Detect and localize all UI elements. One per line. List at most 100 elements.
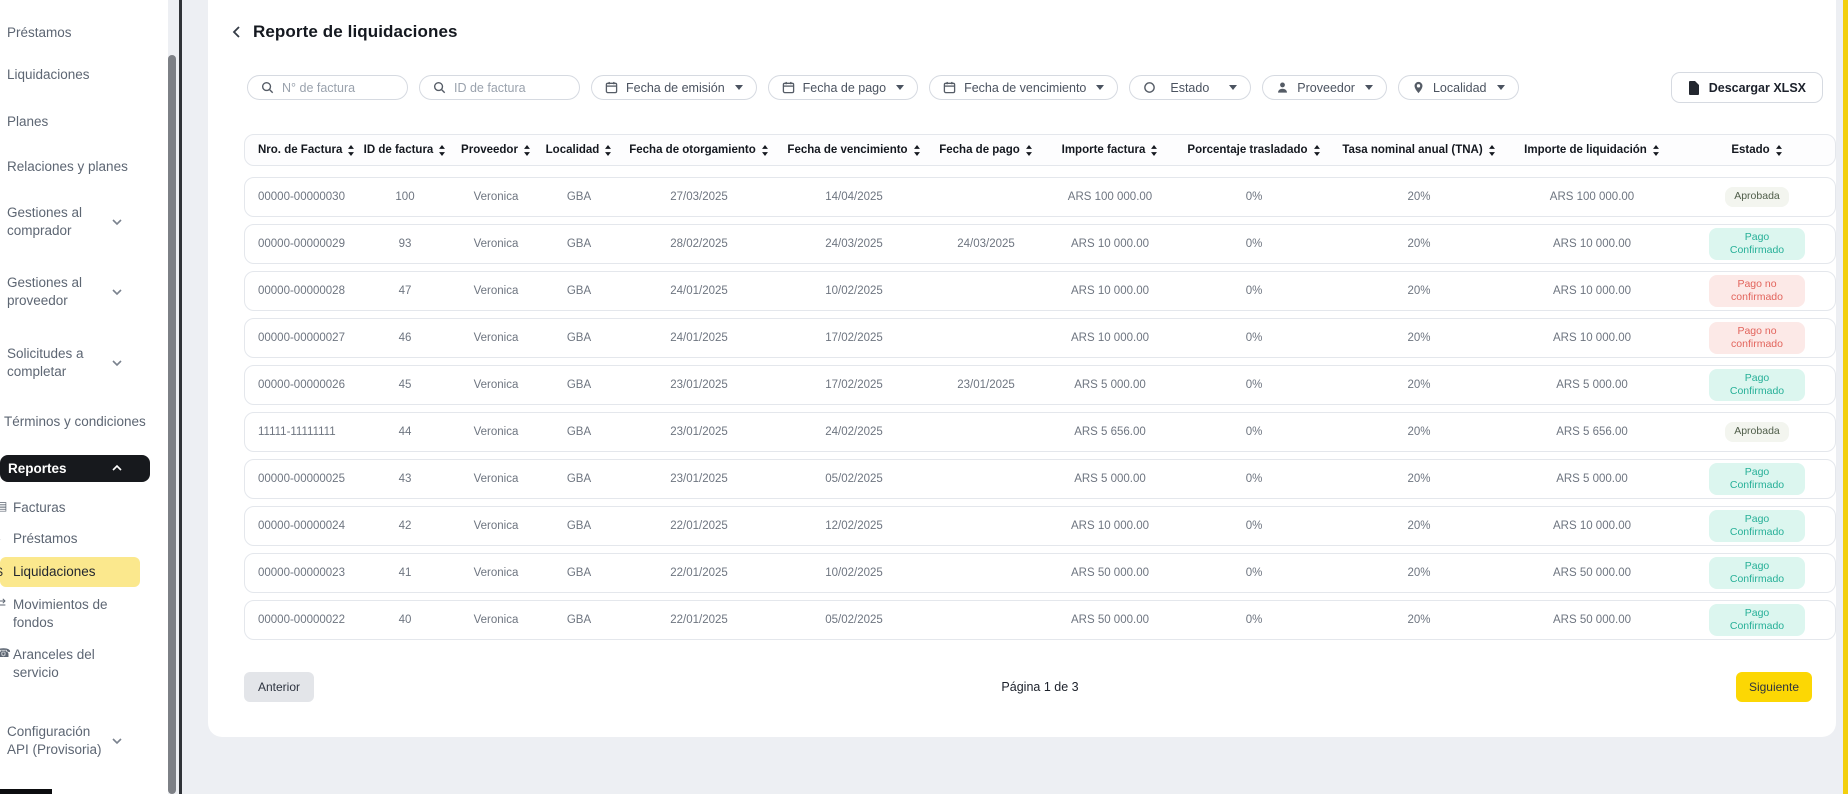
sidebar-item-liquidaciones-active[interactable]: $ Liquidaciones xyxy=(0,557,140,587)
pagination: Anterior Página 1 de 3 Siguiente xyxy=(244,672,1836,704)
cell-proveedor: Veronica xyxy=(473,332,519,344)
due-date-filter[interactable]: Fecha de vencimiento xyxy=(929,75,1119,100)
column-header-nro[interactable]: Nro. de Factura xyxy=(245,144,357,156)
status-filter[interactable]: Estado xyxy=(1129,75,1252,100)
emission-date-filter[interactable]: Fecha de emisión xyxy=(591,75,757,100)
invoice-number-input[interactable] xyxy=(282,80,394,95)
table-row[interactable]: 00000-00000026 45 Veronica GBA 23/01/202… xyxy=(244,365,1836,405)
invoice-number-search[interactable] xyxy=(247,75,408,100)
cell-fecha-vencimiento: 10/02/2025 xyxy=(825,285,883,297)
table-row[interactable]: 11111-11111111 44 Veronica GBA 23/01/202… xyxy=(244,412,1836,452)
chevron-down-icon xyxy=(110,734,124,748)
column-header-localidad[interactable]: Localidad xyxy=(539,144,619,156)
sidebar-item-gestiones-al-proveedor[interactable]: Gestiones al proveedor xyxy=(0,274,168,310)
table-row[interactable]: 00000-00000027 46 Veronica GBA 24/01/202… xyxy=(244,318,1836,358)
sidebar-item-relaciones-y-planes[interactable]: Relaciones y planes xyxy=(0,158,168,176)
column-header-importe-liquidacion[interactable]: Importe de liquidación xyxy=(1507,144,1677,156)
column-header-importe-factura[interactable]: Importe factura xyxy=(1043,144,1177,156)
sidebar-item-gestiones-al-comprador[interactable]: Gestiones al comprador xyxy=(0,204,168,240)
sidebar-item-label: Gestiones al proveedor xyxy=(7,275,83,308)
status-badge: Pago Confirmado xyxy=(1709,603,1805,637)
table-row[interactable]: 00000-00000028 47 Veronica GBA 24/01/202… xyxy=(244,271,1836,311)
sidebar-item-planes[interactable]: Planes xyxy=(0,113,168,131)
column-header-fecha-otorgamiento[interactable]: Fecha de otorgamiento xyxy=(619,144,779,156)
table-row[interactable]: 00000-00000022 40 Veronica GBA 22/01/202… xyxy=(244,600,1836,640)
cell-id: 40 xyxy=(398,614,412,626)
cell-localidad: GBA xyxy=(566,285,592,297)
column-header-fecha-pago[interactable]: Fecha de pago xyxy=(929,144,1043,156)
locality-filter[interactable]: Localidad xyxy=(1397,75,1519,100)
table-row[interactable]: 00000-00000023 41 Veronica GBA 22/01/202… xyxy=(244,553,1836,593)
sidebar-item-facturas[interactable]: ▤ Facturas xyxy=(0,499,168,517)
sidebar-item-movimientos-de-fondos[interactable]: ⇄ Movimientos de fondos xyxy=(0,596,168,632)
cell-localidad: GBA xyxy=(566,473,592,485)
sidebar-item-liquidaciones[interactable]: Liquidaciones xyxy=(0,66,168,84)
filter-label: Fecha de pago xyxy=(802,80,887,95)
sidebar-scrollbar[interactable] xyxy=(168,55,176,794)
chevron-down-icon xyxy=(110,285,124,299)
status-badge: Pago Confirmado xyxy=(1709,227,1805,261)
column-header-tna[interactable]: Tasa nominal anual (TNA) xyxy=(1331,144,1507,156)
sidebar-item-configuracion-api[interactable]: Configuración API (Provisoria) xyxy=(0,723,168,759)
cell-id: 93 xyxy=(398,238,412,250)
cell-porcentaje: 0% xyxy=(1245,332,1263,344)
map-pin-icon xyxy=(1412,81,1425,94)
cell-estado: Aprobada xyxy=(1677,422,1837,442)
column-header-fecha-vencimiento[interactable]: Fecha de vencimiento xyxy=(779,144,929,156)
back-chevron-icon[interactable] xyxy=(230,25,244,39)
cell-nro: 00000-00000025 xyxy=(258,473,345,485)
download-xlsx-button[interactable]: Descargar XLSX xyxy=(1670,72,1823,103)
right-edge-accent xyxy=(1843,0,1848,794)
sidebar-item-label: Liquidaciones xyxy=(7,67,90,82)
cell-fecha-otorgamiento: 22/01/2025 xyxy=(670,520,728,532)
cell-importe-factura: ARS 5 000.00 xyxy=(1074,473,1146,485)
cell-tna: 20% xyxy=(1407,379,1431,391)
cell-proveedor: Veronica xyxy=(473,614,519,626)
column-header-id[interactable]: ID de factura xyxy=(357,144,453,156)
sidebar-item-reportes-active[interactable]: Reportes xyxy=(0,455,150,482)
sort-icon xyxy=(1313,144,1321,156)
cell-proveedor: Veronica xyxy=(473,191,519,203)
sidebar-item-prestamos-reporte[interactable]: ↓ Préstamos xyxy=(0,530,168,548)
cell-fecha-vencimiento: 12/02/2025 xyxy=(825,520,883,532)
cell-nro: 00000-00000022 xyxy=(258,614,345,626)
content-card: Reporte de liquidaciones Fecha de em xyxy=(208,0,1836,737)
filter-label: Estado xyxy=(1170,80,1210,95)
column-header-porcentaje[interactable]: Porcentaje trasladado xyxy=(1177,144,1331,156)
sort-icon xyxy=(1025,144,1033,156)
column-header-proveedor[interactable]: Proveedor xyxy=(453,144,539,156)
cell-localidad: GBA xyxy=(566,238,592,250)
sidebar-item-prestamos[interactable]: Préstamos xyxy=(0,24,168,42)
table-row[interactable]: 00000-00000029 93 Veronica GBA 28/02/202… xyxy=(244,224,1836,264)
cell-fecha-otorgamiento: 23/01/2025 xyxy=(670,473,728,485)
cell-id: 44 xyxy=(398,426,412,438)
cell-localidad: GBA xyxy=(566,426,592,438)
cell-nro: 11111-11111111 xyxy=(258,426,336,438)
next-page-button[interactable]: Siguiente xyxy=(1735,672,1812,702)
sidebar-item-solicitudes-a-completar[interactable]: Solicitudes a completar xyxy=(0,345,168,381)
sidebar-item-terminos-y-condiciones[interactable]: Términos y condiciones xyxy=(0,413,168,431)
cell-estado: Pago Confirmado xyxy=(1677,462,1837,496)
cell-id: 43 xyxy=(398,473,412,485)
cell-id: 45 xyxy=(398,379,412,391)
payment-date-filter[interactable]: Fecha de pago xyxy=(767,75,919,100)
cell-fecha-otorgamiento: 22/01/2025 xyxy=(670,614,728,626)
table-row[interactable]: 00000-00000024 42 Veronica GBA 22/01/202… xyxy=(244,506,1836,546)
cell-fecha-pago: 24/03/2025 xyxy=(957,238,1015,250)
cell-porcentaje: 0% xyxy=(1245,191,1263,203)
table-row[interactable]: 00000-00000025 43 Veronica GBA 23/01/202… xyxy=(244,459,1836,499)
sidebar-item-aranceles-del-servicio[interactable]: ☎ Aranceles del servicio xyxy=(0,646,168,682)
cell-importe-liquidacion: ARS 10 000.00 xyxy=(1552,520,1631,532)
previous-page-button[interactable]: Anterior xyxy=(244,672,315,702)
person-icon xyxy=(1276,81,1289,94)
cell-localidad: GBA xyxy=(566,567,592,579)
invoice-id-search[interactable] xyxy=(419,75,580,100)
column-header-estado[interactable]: Estado xyxy=(1677,144,1837,156)
table-body: 00000-00000030 100 Veronica GBA 27/03/20… xyxy=(244,177,1836,640)
provider-filter[interactable]: Proveedor xyxy=(1262,75,1387,100)
table-row[interactable]: 00000-00000030 100 Veronica GBA 27/03/20… xyxy=(244,177,1836,217)
invoice-id-input[interactable] xyxy=(454,80,566,95)
sidebar-item-label: Préstamos xyxy=(13,531,78,546)
sidebar-item-label: Aranceles del servicio xyxy=(13,647,95,680)
cell-localidad: GBA xyxy=(566,379,592,391)
